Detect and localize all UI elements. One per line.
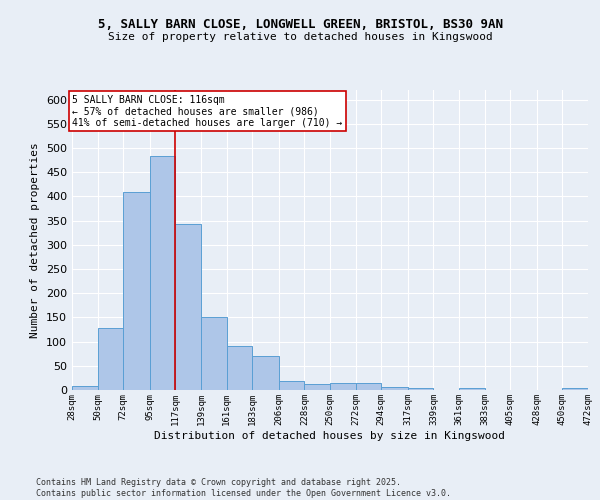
Y-axis label: Number of detached properties: Number of detached properties: [31, 142, 40, 338]
Bar: [72, 386, 98, 390]
Bar: [201, 318, 227, 390]
Bar: [279, 382, 304, 390]
Bar: [459, 388, 485, 390]
Bar: [150, 156, 175, 390]
Bar: [330, 382, 356, 390]
Bar: [227, 346, 252, 390]
Text: 5 SALLY BARN CLOSE: 116sqm
← 57% of detached houses are smaller (986)
41% of sem: 5 SALLY BARN CLOSE: 116sqm ← 57% of deta…: [72, 95, 342, 128]
Bar: [356, 382, 381, 390]
Text: Size of property relative to detached houses in Kingswood: Size of property relative to detached ho…: [107, 32, 493, 42]
Bar: [98, 328, 123, 390]
Bar: [381, 387, 408, 390]
Bar: [175, 224, 201, 390]
Text: 5, SALLY BARN CLOSE, LONGWELL GREEN, BRISTOL, BS30 9AN: 5, SALLY BARN CLOSE, LONGWELL GREEN, BRI…: [97, 18, 503, 30]
X-axis label: Distribution of detached houses by size in Kingswood: Distribution of detached houses by size …: [155, 430, 505, 440]
Bar: [562, 388, 588, 390]
Bar: [304, 384, 330, 390]
Bar: [408, 388, 433, 390]
Bar: [123, 192, 150, 390]
Text: Contains HM Land Registry data © Crown copyright and database right 2025.
Contai: Contains HM Land Registry data © Crown c…: [36, 478, 451, 498]
Bar: [252, 356, 279, 390]
